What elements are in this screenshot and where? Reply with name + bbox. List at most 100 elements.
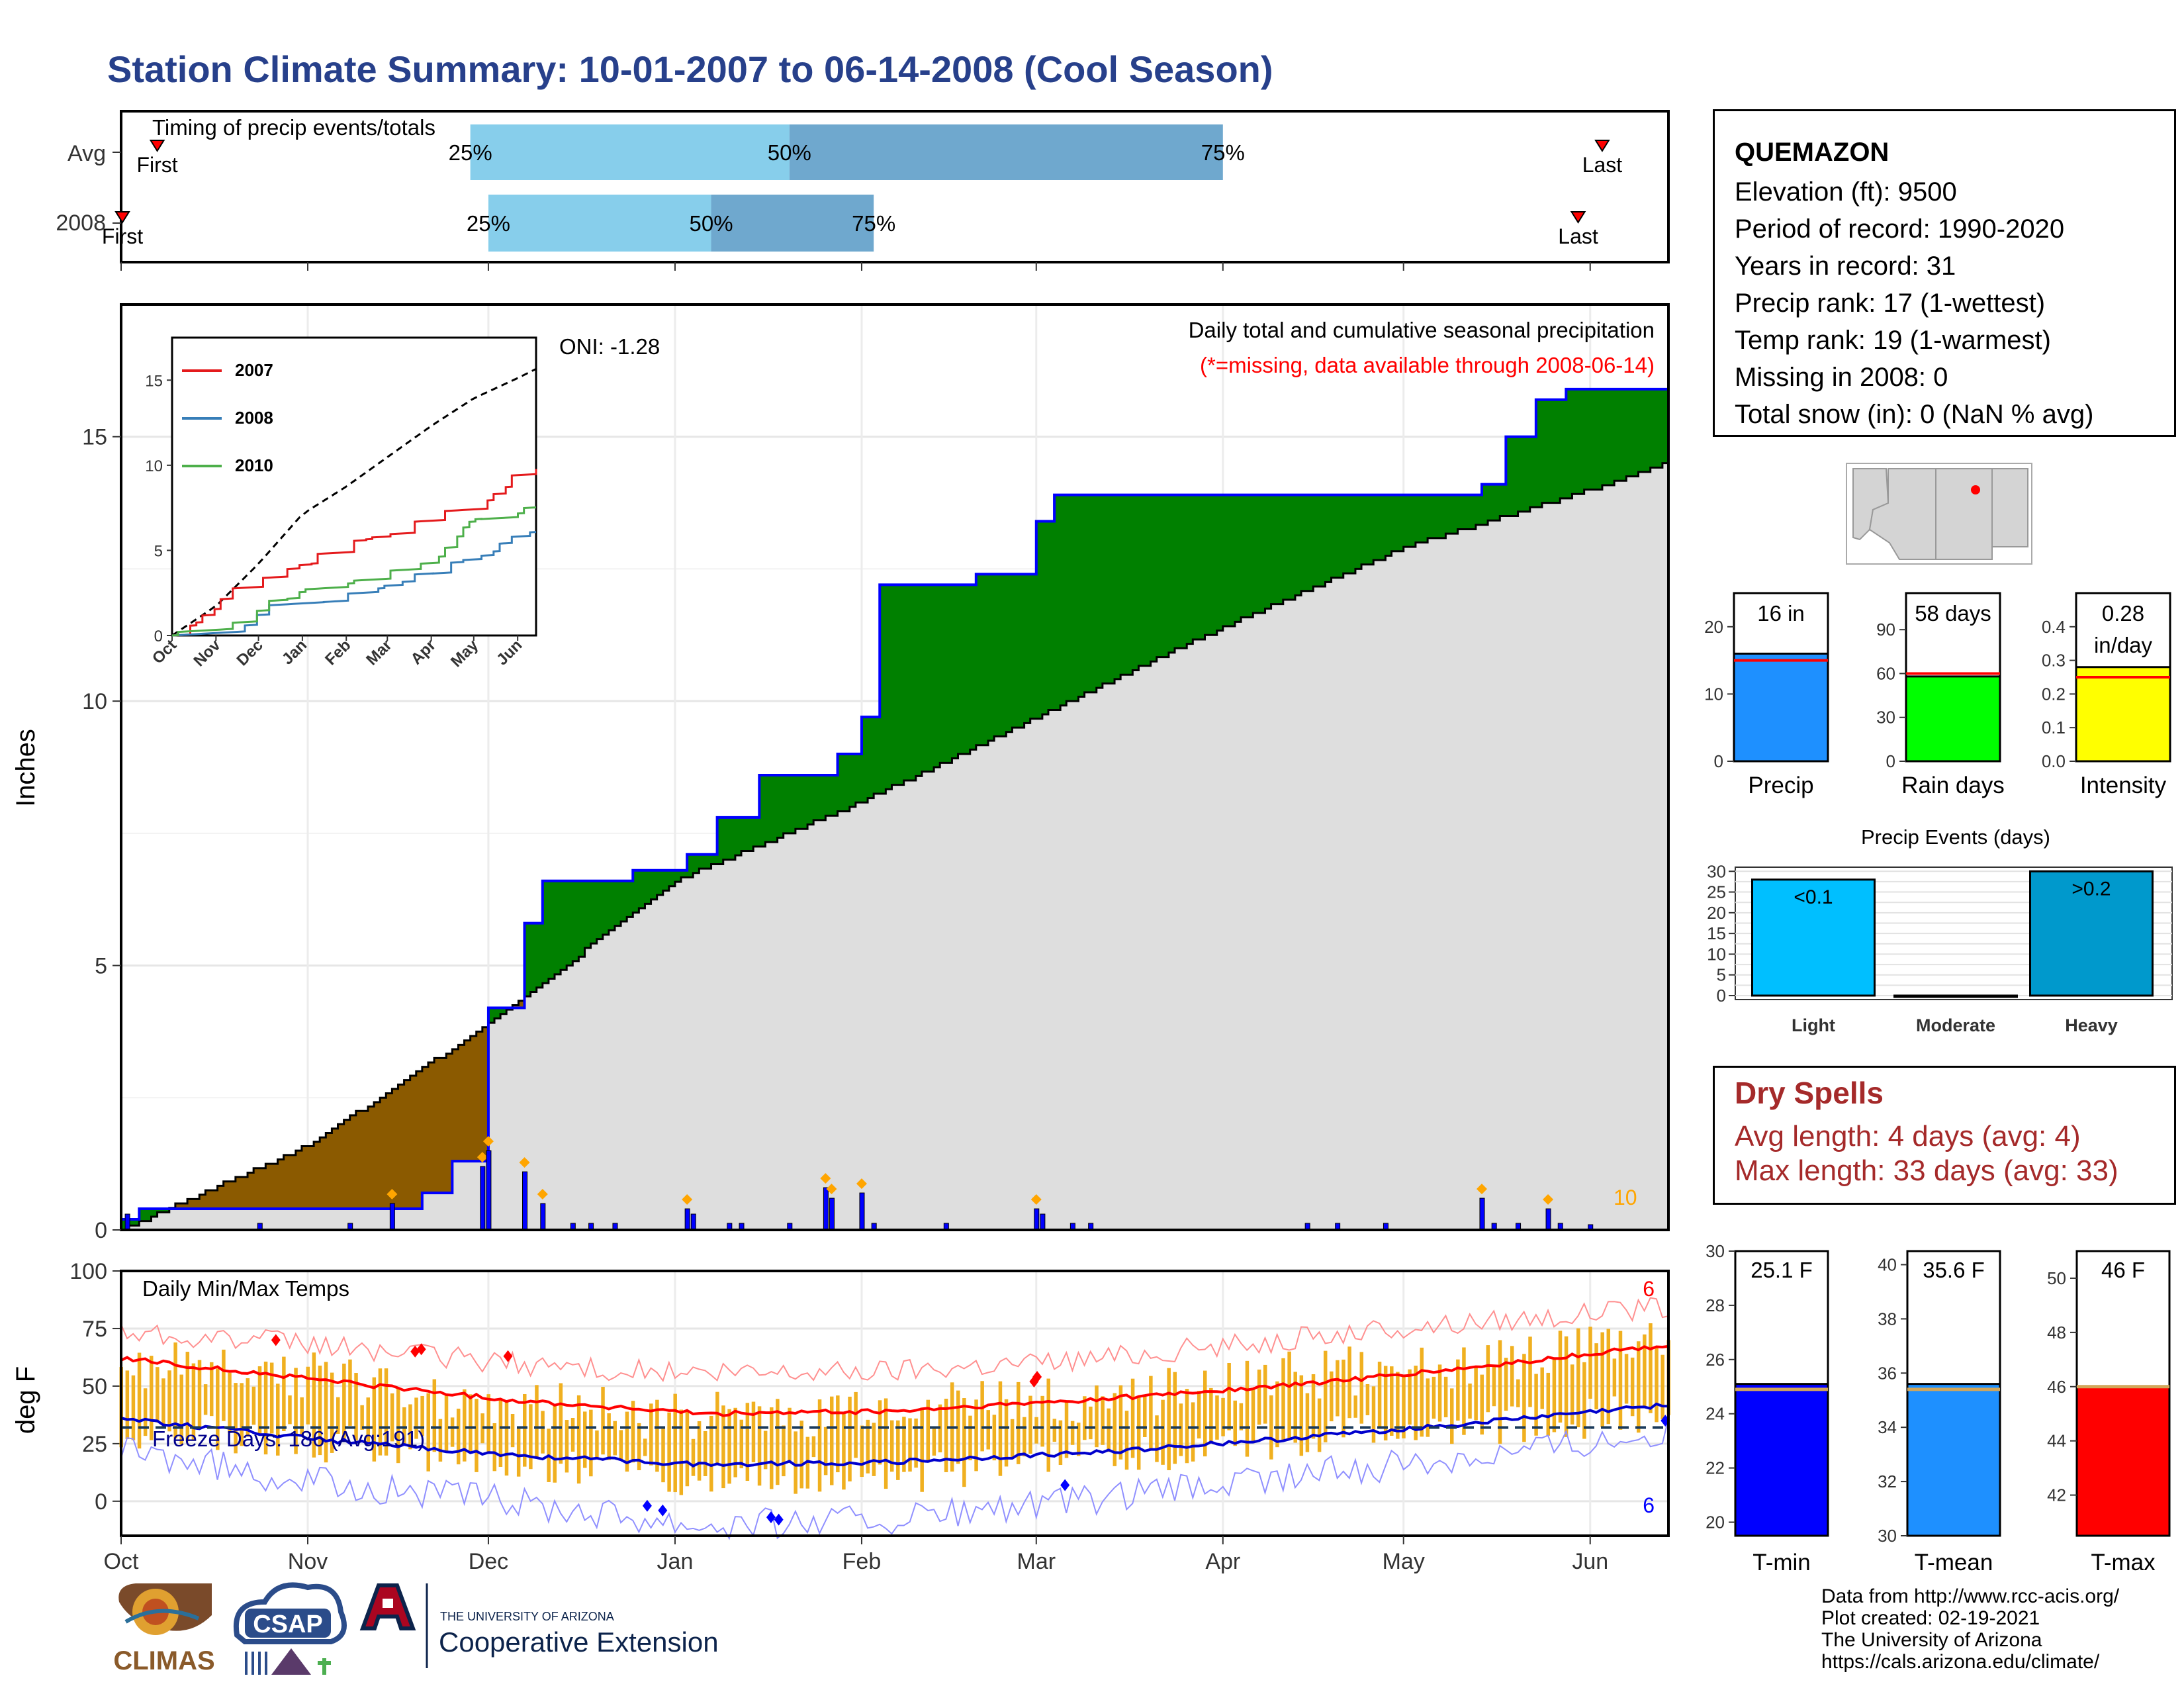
daily-temp-bar bbox=[986, 1410, 991, 1450]
daily-temp-bar bbox=[709, 1415, 713, 1492]
daily-temp-bar bbox=[1179, 1403, 1183, 1456]
daily-temp-bar bbox=[1233, 1400, 1237, 1446]
daily-temp-bar bbox=[294, 1368, 298, 1454]
daily-temp-bar bbox=[1101, 1396, 1105, 1445]
daily-temp-bar bbox=[619, 1430, 623, 1460]
timing-p75-label: 75% bbox=[1201, 140, 1245, 165]
daily-temp-bar bbox=[1046, 1378, 1050, 1472]
inset-series-2008 bbox=[171, 531, 537, 637]
daily-temp-bar bbox=[1371, 1386, 1376, 1443]
daily-temp-bar bbox=[1336, 1360, 1340, 1417]
daily-temp-bar bbox=[1377, 1362, 1382, 1429]
daily-temp-bar bbox=[240, 1383, 244, 1446]
daily-temp-bar bbox=[486, 1394, 490, 1452]
daily-temp-bar bbox=[1317, 1398, 1322, 1452]
events-bar bbox=[1751, 878, 1876, 997]
daily-temp-bar bbox=[541, 1411, 545, 1454]
daily-temp-bar bbox=[1058, 1420, 1063, 1466]
temp-y-tick-label: 30 bbox=[1878, 1526, 1897, 1546]
daily-temp-bar bbox=[595, 1430, 599, 1458]
daily-precip-bar bbox=[522, 1171, 528, 1231]
temp-y-label: deg F bbox=[11, 1366, 40, 1434]
daily-temp-bar bbox=[1468, 1383, 1472, 1419]
daily-temp-bar bbox=[330, 1372, 334, 1453]
events-category-label: Light bbox=[1792, 1015, 1835, 1035]
daily-temp-bar bbox=[757, 1406, 762, 1486]
temp-y-tick-label: 22 bbox=[1706, 1458, 1725, 1478]
daily-temp-bar bbox=[613, 1421, 617, 1456]
csap-logo-text: CSAP bbox=[253, 1611, 323, 1638]
station-years: Years in record: 31 bbox=[1735, 252, 1956, 281]
inset-y-tick-label: 0 bbox=[154, 628, 163, 645]
daily-temp-bar bbox=[348, 1359, 352, 1426]
daily-precip-bar bbox=[540, 1203, 546, 1231]
daily-temp-bar bbox=[161, 1378, 165, 1429]
daily-temp-bar bbox=[745, 1403, 750, 1481]
daily-temp-bar bbox=[456, 1409, 461, 1465]
summary-bar-value: 58 days bbox=[1915, 601, 1991, 626]
last-event-label: Last bbox=[1558, 224, 1598, 248]
inset-legend-label: 2007 bbox=[235, 360, 273, 380]
daily-temp-bar bbox=[1263, 1364, 1267, 1424]
daily-temp-bar bbox=[733, 1407, 737, 1477]
first-event-marker bbox=[114, 211, 130, 224]
climas-logo-text: CLIMAS bbox=[113, 1646, 214, 1675]
daily-temp-bar bbox=[288, 1395, 292, 1425]
station-elevation: Elevation (ft): 9500 bbox=[1735, 177, 1957, 207]
daily-temp-bar bbox=[1023, 1417, 1026, 1457]
daily-temp-bar bbox=[968, 1415, 972, 1461]
daily-temp-bar bbox=[866, 1419, 870, 1474]
summary-y-tick-label: 0.1 bbox=[2042, 718, 2066, 737]
temp-y-tick-label: 24 bbox=[1706, 1404, 1725, 1424]
summary-y-tick-label: 30 bbox=[1876, 708, 1895, 727]
climas-logo: CLIMAS bbox=[113, 1583, 215, 1675]
daily-temp-bar bbox=[576, 1395, 581, 1484]
daily-temp-bar bbox=[643, 1438, 647, 1456]
daily-precip-bar bbox=[690, 1213, 696, 1231]
daily-temp-bar bbox=[1576, 1328, 1580, 1428]
daily-temp-bar bbox=[234, 1383, 238, 1454]
daily-temp-bar bbox=[829, 1396, 834, 1485]
events-y-tick-label: 30 bbox=[1707, 861, 1726, 881]
temp-y-tick-label: 40 bbox=[1878, 1254, 1897, 1274]
daily-temp-bar bbox=[601, 1387, 605, 1455]
daily-temp-bar bbox=[1155, 1415, 1159, 1462]
daily-temp-bar bbox=[396, 1388, 400, 1464]
heavy-event-marker bbox=[1543, 1194, 1554, 1205]
daily-temp-bar bbox=[1516, 1379, 1520, 1407]
events-y-tick-label: 0 bbox=[1717, 986, 1726, 1006]
summary-bar-label: Rain days bbox=[1901, 773, 2005, 798]
record-low-marker bbox=[658, 1504, 668, 1517]
daily-temp-bar bbox=[570, 1418, 575, 1452]
daily-temp-bar bbox=[378, 1368, 383, 1456]
month-label: May bbox=[1383, 1549, 1425, 1574]
daily-temp-bar bbox=[655, 1399, 659, 1472]
daily-temp-bar bbox=[860, 1425, 864, 1477]
ua-big-text: Cooperative Extension bbox=[439, 1626, 719, 1658]
average-cumulative-area bbox=[121, 463, 1668, 1230]
daily-temp-bar bbox=[908, 1418, 912, 1472]
daily-temp-bar bbox=[1624, 1354, 1629, 1404]
daily-temp-bar bbox=[203, 1384, 208, 1415]
daily-temp-bar bbox=[149, 1356, 154, 1440]
month-label: Mar bbox=[1017, 1549, 1056, 1574]
daily-temp-bar bbox=[498, 1398, 503, 1467]
events-category-label: Moderate bbox=[1916, 1015, 1995, 1035]
daily-temp-bar bbox=[1510, 1346, 1514, 1407]
month-label: Apr bbox=[1205, 1549, 1240, 1574]
daily-temp-bar bbox=[637, 1423, 641, 1471]
first-event-label: First bbox=[102, 224, 143, 248]
daily-temp-bar bbox=[228, 1372, 232, 1433]
daily-temp-bar bbox=[649, 1403, 653, 1466]
inset-average-line bbox=[171, 367, 537, 637]
timing-p25-label: 25% bbox=[449, 140, 492, 165]
daily-temp-bar bbox=[631, 1401, 635, 1463]
daily-temp-bar bbox=[565, 1420, 569, 1473]
daily-temp-bar bbox=[1305, 1393, 1310, 1452]
daily-temp-bar bbox=[1040, 1395, 1044, 1447]
daily-temp-bar bbox=[1365, 1383, 1370, 1415]
daily-temp-bar bbox=[1311, 1374, 1316, 1439]
month-label: Feb bbox=[842, 1549, 882, 1574]
temp-y-tick-label: 36 bbox=[1878, 1363, 1897, 1383]
daily-temp-bar bbox=[697, 1421, 702, 1481]
